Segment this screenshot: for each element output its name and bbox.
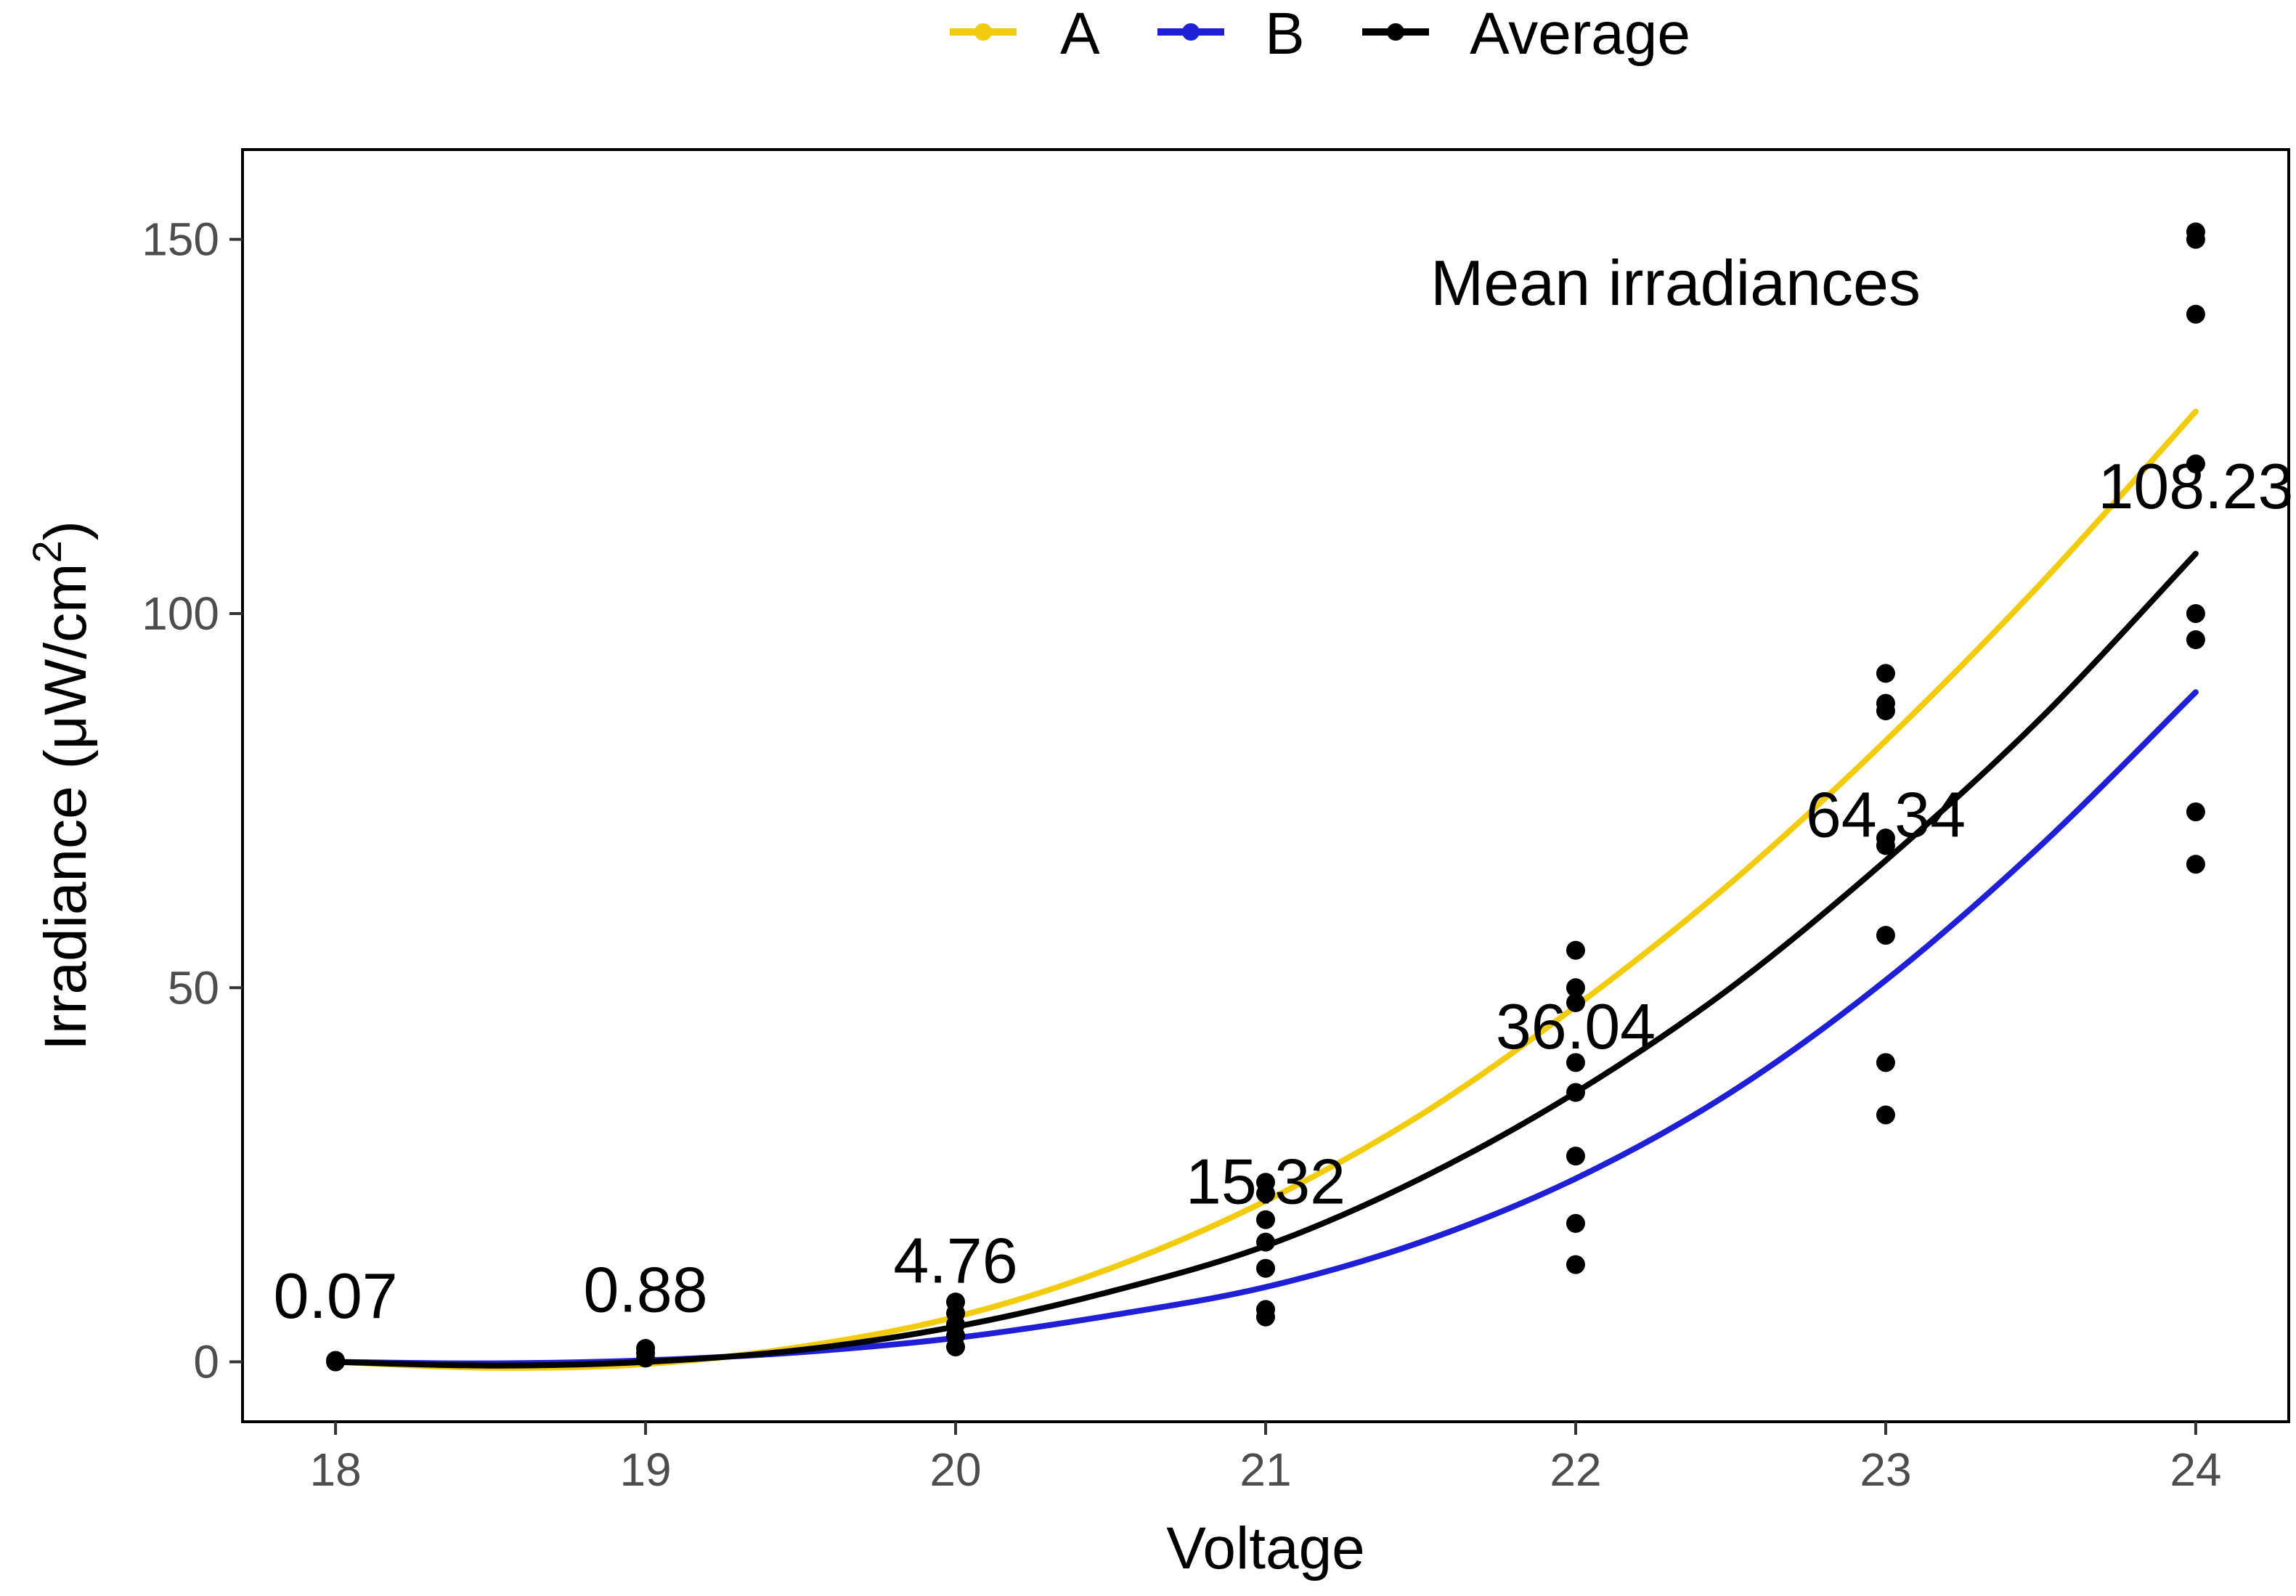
legend-item-average: Average [1362,1,1690,67]
y-axis-title: Irradiance (μW/cm2) [24,521,99,1051]
x-tick-label-23: 23 [1860,1444,1911,1496]
legend-marker-a [974,23,992,41]
mean-label-23: 64.34 [1806,778,1966,850]
data-point [2186,304,2205,324]
data-point [2186,802,2205,822]
legend-item-a: A [950,1,1100,67]
data-point [1876,828,1895,848]
x-tick-label-24: 24 [2170,1444,2221,1496]
mean-label-21: 15.32 [1186,1146,1346,1218]
annotation-title: Mean irradiances [1430,247,1921,319]
data-points [326,222,2205,1372]
data-point [2186,630,2205,650]
y-tick-label-50: 50 [168,961,219,1014]
legend-marker-b [1182,23,1200,41]
data-point [2186,603,2205,623]
data-point [2186,855,2205,874]
legend-marker-average [1387,23,1404,41]
data-point [1566,1213,1585,1233]
curve-average [333,550,2199,1369]
x-tick-label-18: 18 [309,1444,361,1496]
y-tick-label-0: 0 [193,1336,219,1388]
data-point [1566,1053,1585,1072]
data-point [1566,1083,1585,1102]
data-point [1876,1105,1895,1125]
mean-label-18: 0.07 [273,1260,397,1332]
mean-label-24: 108.23 [2098,450,2293,522]
x-tick-label-22: 22 [1550,1444,1601,1496]
legend-label-b: B [1265,1,1305,67]
y-axis: 0 50 100 150 [142,213,243,1388]
data-point [1256,1210,1275,1229]
data-point [326,1351,346,1370]
legend-label-average: Average [1470,1,1690,67]
data-point [1566,1255,1585,1274]
x-tick-label-20: 20 [929,1444,981,1496]
data-point [636,1339,656,1359]
x-axis: 18 19 20 21 22 23 24 [309,1422,2222,1496]
data-point [1256,1258,1275,1278]
y-tick-label-100: 100 [142,587,219,640]
data-point [1256,1232,1275,1252]
data-point [1256,1300,1275,1319]
mean-annotations: 0.07 0.88 4.76 15.32 36.04 64.34 108.23 [273,450,2293,1332]
legend: A B Average [950,1,1690,67]
x-tick-label-19: 19 [619,1444,671,1496]
x-axis-title: Voltage [1166,1515,1365,1581]
mean-label-20: 4.76 [893,1224,1017,1296]
data-point [2186,222,2205,242]
x-tick-label-21: 21 [1239,1444,1291,1496]
data-point [1566,978,1585,998]
data-point [1876,664,1895,683]
data-point [1876,693,1895,713]
data-point [1566,1147,1585,1166]
data-point [1876,926,1895,945]
legend-label-a: A [1060,1,1100,67]
mean-label-19: 0.88 [583,1253,707,1325]
data-point [1566,940,1585,960]
plot-panel [241,148,2290,1423]
data-point [2186,454,2205,473]
data-point [1256,1173,1275,1192]
data-point [946,1292,966,1312]
legend-item-b: B [1157,1,1305,67]
data-point [1876,1053,1895,1072]
data-point [1566,993,1585,1012]
y-tick-label-150: 150 [142,213,219,266]
mean-label-22: 36.04 [1496,990,1656,1062]
